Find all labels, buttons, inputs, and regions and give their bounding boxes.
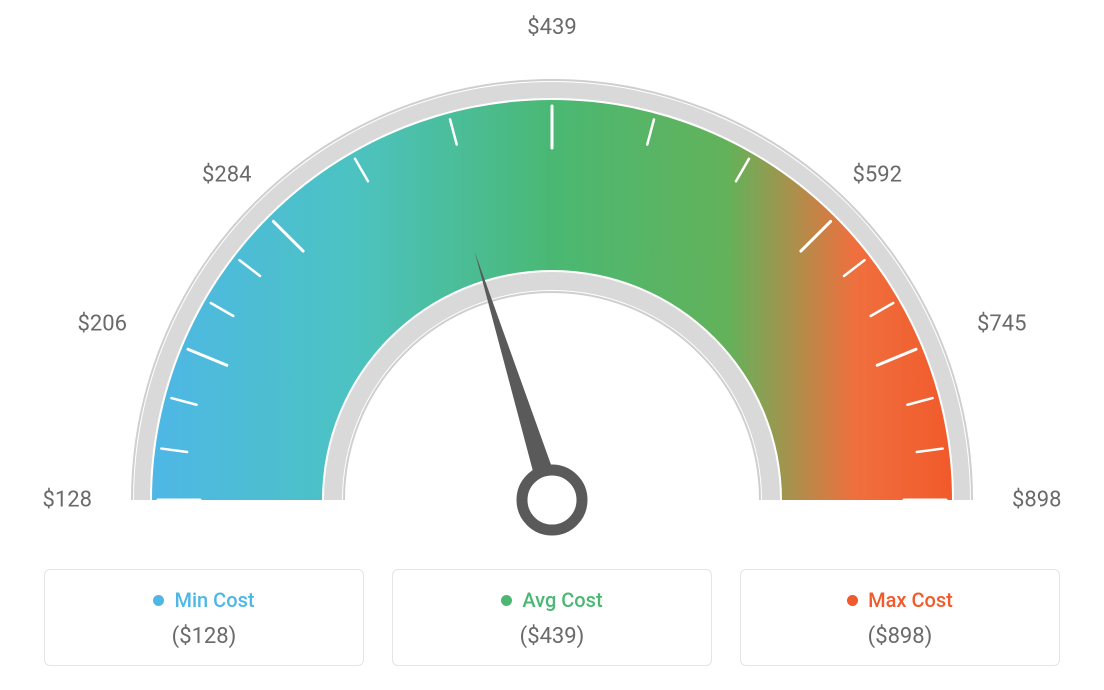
gauge-tick-label: $206 xyxy=(78,311,127,336)
legend-row: Min Cost ($128) Avg Cost ($439) Max Cost… xyxy=(44,569,1060,666)
gauge-chart: $128 $206 $284 $439 $592 $745 $898 xyxy=(0,0,1104,560)
legend-value: ($128) xyxy=(45,624,363,649)
legend-title-avg: Avg Cost xyxy=(501,588,602,612)
gauge-tick-label: $592 xyxy=(853,162,902,187)
gauge-tick-label: $128 xyxy=(43,488,92,513)
gauge-tick-label: $745 xyxy=(977,311,1026,336)
legend-title-min: Min Cost xyxy=(153,588,254,612)
legend-label: Max Cost xyxy=(868,588,953,612)
legend-card-avg: Avg Cost ($439) xyxy=(392,569,712,666)
dot-icon xyxy=(153,595,164,606)
gauge-tick-label: $898 xyxy=(1012,488,1061,513)
gauge-tick-label: $439 xyxy=(527,15,576,40)
legend-card-min: Min Cost ($128) xyxy=(44,569,364,666)
legend-card-max: Max Cost ($898) xyxy=(740,569,1060,666)
legend-value: ($439) xyxy=(393,624,711,649)
gauge-svg xyxy=(52,20,1052,580)
legend-title-max: Max Cost xyxy=(847,588,953,612)
dot-icon xyxy=(501,595,512,606)
dot-icon xyxy=(847,595,858,606)
legend-label: Min Cost xyxy=(174,588,254,612)
legend-value: ($898) xyxy=(741,624,1059,649)
legend-label: Avg Cost xyxy=(522,588,602,612)
gauge-tick-label: $284 xyxy=(202,162,251,187)
